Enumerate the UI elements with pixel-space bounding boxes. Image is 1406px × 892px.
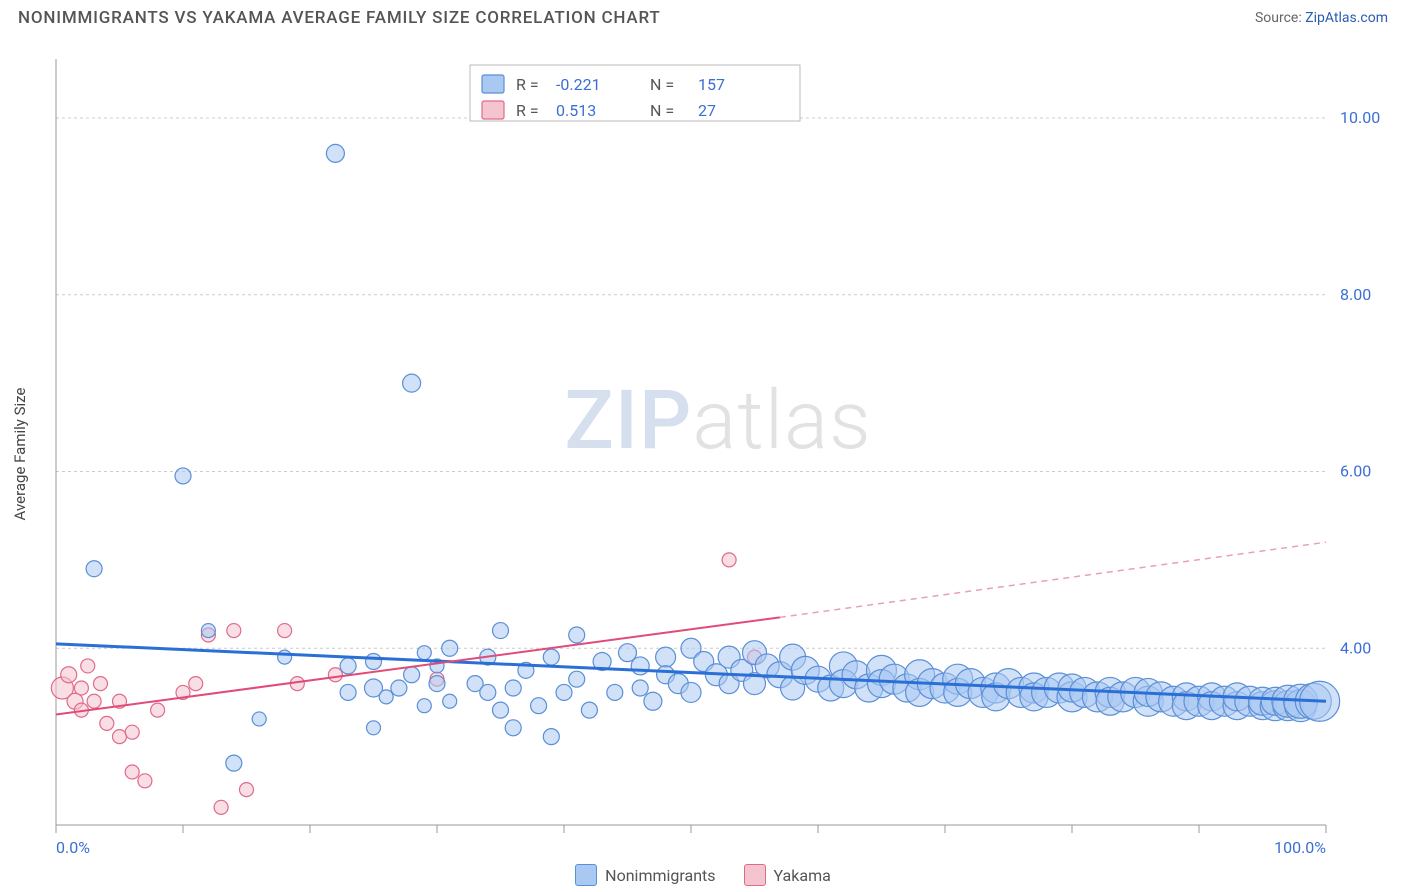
y-tick-label: 10.00 (1340, 108, 1380, 127)
data-point-nonimmigrants (340, 658, 356, 674)
legend-n-value: 157 (698, 75, 725, 94)
data-point-yakama (113, 730, 127, 744)
data-point-nonimmigrants (340, 684, 356, 700)
source-prefix: Source: (1255, 10, 1305, 26)
y-tick-label: 6.00 (1340, 462, 1371, 481)
y-tick-label: 4.00 (1340, 638, 1371, 657)
data-point-yakama (125, 765, 139, 779)
data-point-nonimmigrants (632, 680, 648, 696)
legend-item-nonimmigrants: Nonimmigrants (575, 864, 715, 886)
source-link[interactable]: ZipAtlas.com (1305, 10, 1388, 26)
data-point-nonimmigrants (480, 684, 496, 700)
x-tick-label-min: 0.0% (56, 838, 90, 857)
data-point-nonimmigrants (252, 712, 266, 726)
data-point-nonimmigrants (326, 144, 344, 162)
data-point-nonimmigrants (201, 624, 215, 638)
legend-r-value: 0.513 (556, 101, 596, 120)
data-point-nonimmigrants (403, 374, 421, 392)
data-point-nonimmigrants (543, 729, 559, 745)
legend-r-value: -0.221 (556, 75, 601, 94)
data-point-nonimmigrants (505, 680, 521, 696)
data-point-yakama (61, 667, 77, 683)
legend-label: Yakama (774, 866, 831, 885)
data-point-yakama (100, 716, 114, 730)
data-point-yakama (151, 703, 165, 717)
data-point-nonimmigrants (493, 702, 509, 718)
data-point-nonimmigrants (175, 468, 191, 484)
y-tick-label: 8.00 (1340, 285, 1371, 304)
data-point-nonimmigrants (607, 684, 623, 700)
data-point-nonimmigrants (581, 702, 597, 718)
data-point-yakama (93, 677, 107, 691)
data-point-nonimmigrants (556, 684, 572, 700)
data-point-nonimmigrants (656, 647, 676, 667)
data-point-nonimmigrants (442, 640, 458, 656)
data-point-nonimmigrants (493, 623, 509, 639)
legend-swatch-pink (744, 864, 766, 886)
data-point-nonimmigrants (379, 690, 393, 704)
legend-r-label: R = (516, 101, 539, 120)
data-point-yakama (189, 677, 203, 691)
data-point-yakama (87, 694, 101, 708)
data-point-nonimmigrants (404, 667, 420, 683)
legend-n-value: 27 (698, 101, 716, 120)
data-point-nonimmigrants (644, 692, 662, 710)
data-point-nonimmigrants (86, 561, 102, 577)
data-point-nonimmigrants (543, 649, 559, 665)
legend-swatch (482, 101, 504, 119)
data-point-nonimmigrants (631, 657, 649, 675)
data-point-yakama (240, 783, 254, 797)
legend-swatch (482, 75, 504, 93)
data-point-nonimmigrants (391, 680, 407, 696)
legend-r-label: R = (516, 75, 539, 94)
data-point-nonimmigrants (417, 646, 431, 660)
x-tick-label-max: 100.0% (1274, 838, 1326, 857)
legend-n-label: N = (650, 75, 674, 94)
data-point-yakama (81, 659, 95, 673)
data-point-yakama (74, 681, 88, 695)
legend-n-label: N = (650, 101, 674, 120)
data-point-yakama (722, 553, 736, 567)
legend-item-yakama: Yakama (744, 864, 831, 886)
data-point-yakama (278, 624, 292, 638)
data-point-yakama (328, 668, 342, 682)
data-point-nonimmigrants (505, 720, 521, 736)
data-point-nonimmigrants (226, 755, 242, 771)
chart-area: Average Family Size ZIPatlas 4.006.008.0… (50, 45, 1386, 862)
data-point-yakama (138, 774, 152, 788)
data-point-nonimmigrants (681, 682, 701, 702)
data-point-nonimmigrants (429, 676, 445, 692)
data-point-nonimmigrants (531, 698, 547, 714)
data-point-nonimmigrants (569, 671, 585, 687)
data-point-nonimmigrants (569, 627, 585, 643)
data-point-yakama (125, 725, 139, 739)
data-point-yakama (214, 800, 228, 814)
bottom-legend: Nonimmigrants Yakama (0, 864, 1406, 886)
trend-line-pink-dashed (780, 542, 1326, 617)
y-axis-label: Average Family Size (11, 387, 29, 520)
legend-label: Nonimmigrants (605, 866, 715, 885)
data-point-yakama (227, 624, 241, 638)
data-point-nonimmigrants (366, 654, 382, 670)
data-point-nonimmigrants (417, 699, 431, 713)
chart-title: NONIMMIGRANTS VS YAKAMA AVERAGE FAMILY S… (18, 8, 661, 28)
source-attribution: Source: ZipAtlas.com (1255, 10, 1388, 26)
legend-swatch-blue (575, 864, 597, 886)
scatter-chart: 4.00 6.00 8.00 10.00 0.0% 100.0% R = -0.221 N = 1… (50, 45, 1386, 862)
data-point-nonimmigrants (443, 694, 457, 708)
data-point-nonimmigrants (367, 721, 381, 735)
data-point-nonimmigrants (278, 650, 292, 664)
